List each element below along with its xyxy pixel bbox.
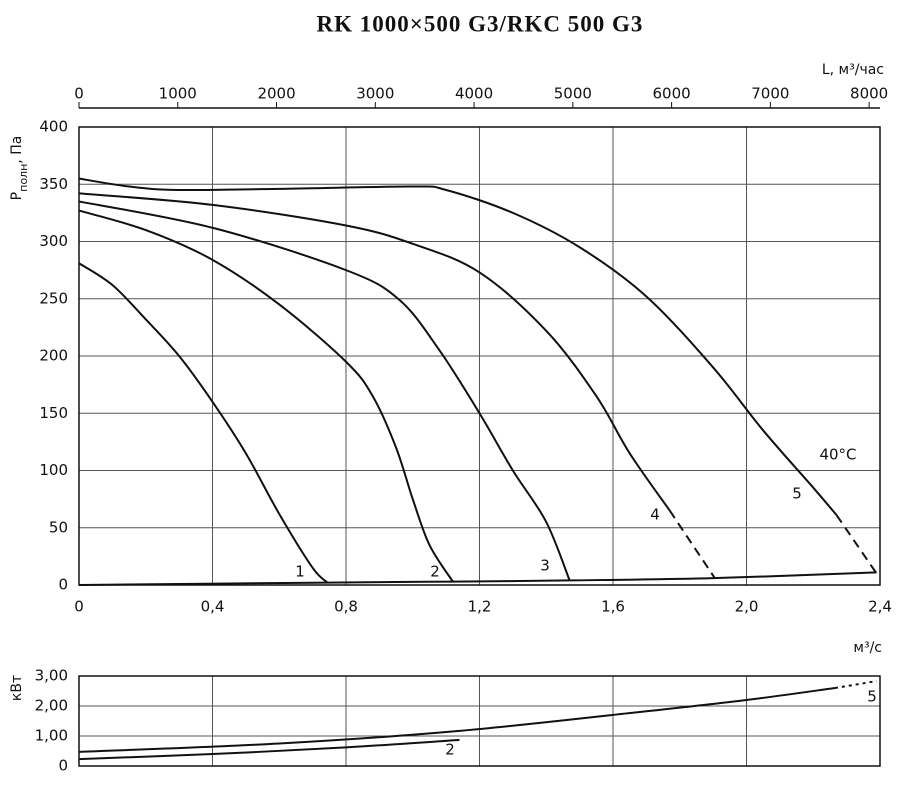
curve-label: 5 [792,485,802,503]
x-tick-label: 0,4 [201,598,225,616]
y-tick-label: 0 [58,757,68,775]
y-axis-label-part: , Па [9,136,25,164]
x-tick-label: 0,8 [334,598,358,616]
x-tick-label: 2,4 [868,598,892,616]
y-tick-label: 2,00 [35,697,68,715]
y-tick-label: 3,00 [35,667,68,685]
x2-tick-label: 1000 [159,85,197,103]
y-tick-label: 250 [39,289,68,307]
y-tick-label: 300 [39,232,68,250]
curve-label: 2 [445,741,455,759]
x-tick-label: 1,2 [468,598,492,616]
plot-frame [78,126,881,586]
x2-axis-label: L, м³/час [822,62,884,78]
x-tick-label: 0 [74,598,84,616]
x2-tick-label: 8000 [850,85,888,103]
curve-extension [835,514,878,575]
curve-label: 3 [540,557,550,575]
curve-label: 4 [650,506,660,524]
y-tick-label: 200 [39,347,68,365]
plot-frame [78,675,881,767]
y-axis-label-part: P [9,192,25,200]
x-tick-label: 1,6 [601,598,625,616]
performance-curve [78,177,838,516]
x2-tick-label: 6000 [653,85,691,103]
y-axis-label: Pполн, Па [9,136,30,201]
system-curve [78,571,877,586]
y-axis-label: кВт [9,675,25,701]
curve-extension [834,680,877,689]
y-tick-label: 100 [39,461,68,479]
y-tick-label: 150 [39,404,68,422]
x-tick-label: 2,0 [735,598,759,616]
chart-title: RK 1000×500 G3/RKC 500 G3 [317,11,644,36]
y-tick-label: 400 [39,118,68,136]
curve-label: 5 [867,688,877,706]
y-tick-label: 50 [49,518,68,536]
y-tick-label: 350 [39,175,68,193]
x2-tick-label: 2000 [257,85,295,103]
curve-label: 2 [430,563,440,581]
annotation: 40°C [819,446,856,464]
x2-tick-label: 4000 [455,85,493,103]
curve-extension [668,510,716,579]
y-axis-label-part: полн [17,164,30,192]
y-tick-label: 1,00 [35,727,68,745]
performance-curve [78,687,836,753]
x2-tick-label: 5000 [554,85,592,103]
performance-curve [78,209,454,583]
x2-tick-label: 3000 [356,85,394,103]
curve-label: 1 [295,563,305,581]
performance-curve [78,738,460,761]
x2-tick-label: 0 [74,85,84,103]
performance-curve [78,200,571,581]
x-axis-label: м³/с [853,640,882,656]
x2-tick-label: 7000 [751,85,789,103]
y-tick-label: 0 [58,576,68,594]
performance-curve [78,192,671,512]
performance-curve [78,262,329,584]
